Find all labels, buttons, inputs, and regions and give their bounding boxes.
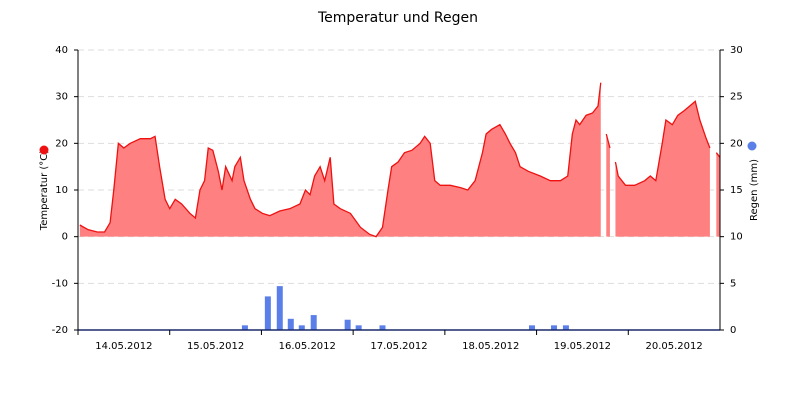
rain-bar xyxy=(298,325,305,330)
y2-tick-label: 15 xyxy=(730,185,743,196)
y2-tick-label: 0 xyxy=(730,325,736,336)
y-tick-label: 40 xyxy=(55,45,68,56)
rain-bar xyxy=(264,296,271,330)
rain-bar xyxy=(310,315,317,330)
y2-tick-label: 25 xyxy=(730,92,743,103)
rain-bar xyxy=(276,286,283,330)
legend-dot xyxy=(39,145,49,155)
y2-tick-label: 10 xyxy=(730,232,743,243)
temperature-area xyxy=(716,152,720,237)
x-tick-label: 19.05.2012 xyxy=(554,341,611,352)
x-tick-label: 15.05.2012 xyxy=(187,341,244,352)
rain-bar xyxy=(528,325,535,330)
temperature-line xyxy=(715,152,721,158)
y2-tick-label: 30 xyxy=(730,45,743,56)
temperature-area xyxy=(615,101,710,237)
rain-bar xyxy=(241,325,248,330)
temperature-area xyxy=(79,82,601,237)
legend-dot xyxy=(747,141,757,151)
y-tick-label: 20 xyxy=(55,138,68,149)
y-tick-label: -20 xyxy=(52,325,68,336)
x-tick-label: 17.05.2012 xyxy=(370,341,427,352)
y2-axis-label: Regen (mm) xyxy=(749,159,760,221)
rain-bar xyxy=(344,319,351,330)
temperature-line xyxy=(605,133,611,149)
y-tick-label: -10 xyxy=(52,278,68,289)
chart-title: Temperatur und Regen xyxy=(317,10,478,26)
y-axis-label: Temperatur (°C) xyxy=(39,150,50,231)
y2-tick-label: 20 xyxy=(730,138,743,149)
rain-bar xyxy=(550,325,557,330)
y2-tick-label: 5 xyxy=(730,278,736,289)
rain-bar xyxy=(287,318,294,330)
x-tick-label: 18.05.2012 xyxy=(462,341,519,352)
rain-bar xyxy=(355,325,362,330)
y-tick-label: 0 xyxy=(62,232,68,243)
rain-bar xyxy=(562,325,569,330)
y-tick-label: 30 xyxy=(55,92,68,103)
rain-bar xyxy=(379,325,386,330)
temperature-line xyxy=(614,100,711,186)
x-tick-label: 20.05.2012 xyxy=(646,341,703,352)
x-tick-label: 16.05.2012 xyxy=(279,341,336,352)
temperature-area xyxy=(606,134,610,237)
x-tick-label: 14.05.2012 xyxy=(95,341,152,352)
y-tick-label: 10 xyxy=(55,185,68,196)
temperature-line xyxy=(79,82,602,238)
